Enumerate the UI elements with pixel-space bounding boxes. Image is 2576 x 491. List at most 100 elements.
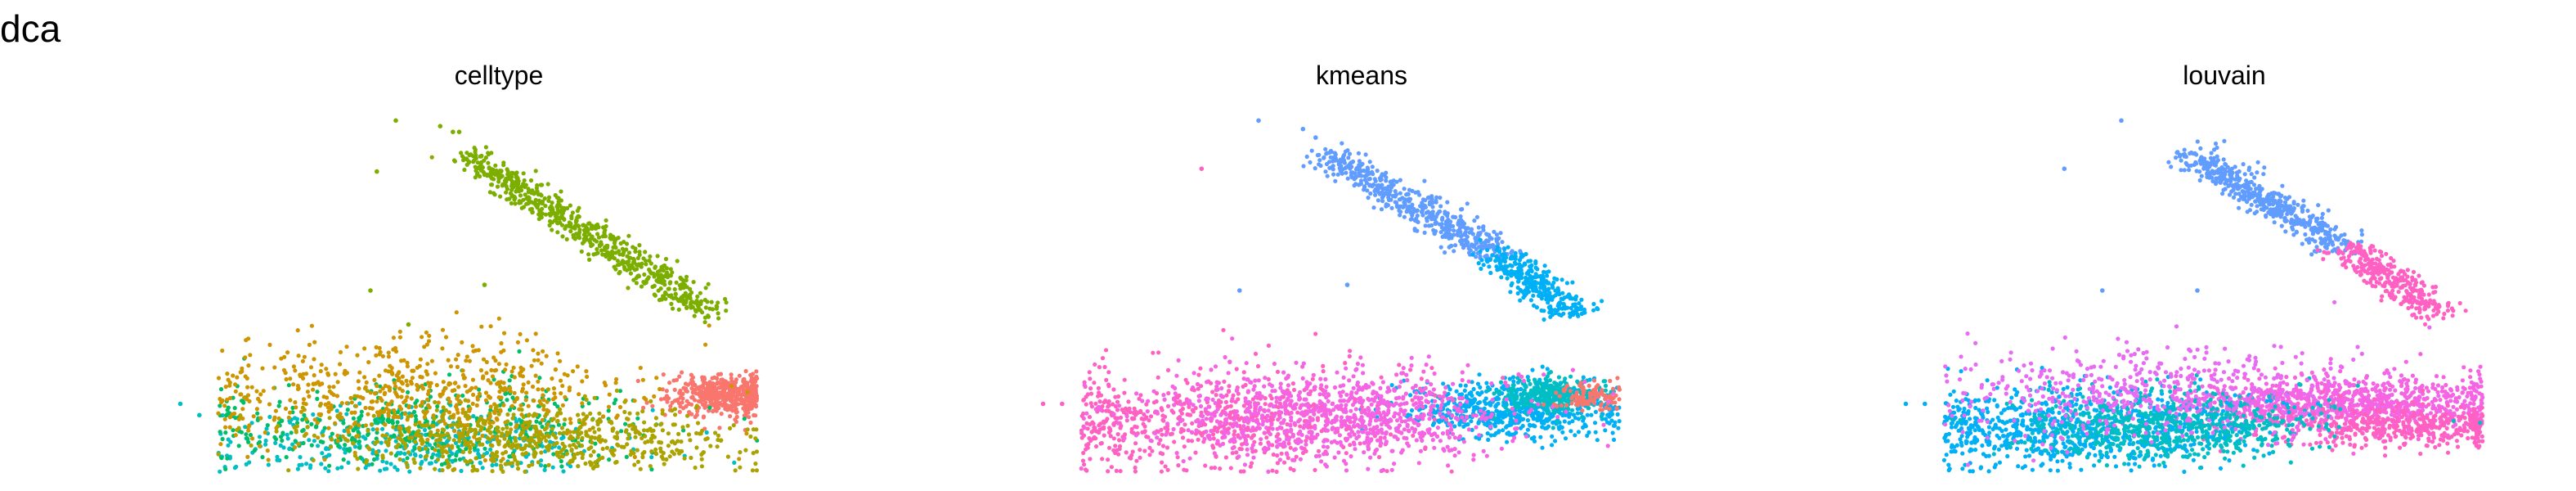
data-point xyxy=(412,460,417,466)
data-point xyxy=(1487,264,1492,269)
data-point xyxy=(734,400,738,405)
data-point xyxy=(524,338,529,343)
data-point xyxy=(1452,232,1456,237)
data-point xyxy=(637,243,642,248)
data-point xyxy=(660,387,665,392)
data-point xyxy=(532,358,536,363)
data-point xyxy=(1479,258,1484,263)
data-point xyxy=(661,274,666,279)
data-point xyxy=(509,427,514,432)
data-point xyxy=(635,273,640,279)
data-point xyxy=(481,357,487,362)
data-point xyxy=(1603,428,1608,433)
data-point xyxy=(307,394,312,399)
data-point xyxy=(1478,237,1483,242)
data-point xyxy=(418,357,423,362)
data-point xyxy=(599,438,604,443)
data-point xyxy=(1603,417,1608,421)
data-point xyxy=(642,420,647,425)
data-point xyxy=(496,362,501,367)
data-point xyxy=(518,403,523,408)
data-point xyxy=(384,433,388,439)
data-point xyxy=(749,383,754,388)
data-point xyxy=(716,406,721,411)
data-point xyxy=(664,389,669,394)
data-point xyxy=(496,440,501,445)
data-point xyxy=(1508,421,1514,426)
data-point xyxy=(440,454,445,459)
data-point xyxy=(1568,374,1573,379)
data-point xyxy=(380,455,385,461)
data-point xyxy=(539,193,544,198)
data-point xyxy=(493,358,498,363)
data-point xyxy=(1449,236,1454,241)
data-point xyxy=(476,348,481,353)
data-point xyxy=(613,236,619,241)
data-point xyxy=(631,259,636,264)
data-point xyxy=(245,393,251,398)
data-point xyxy=(441,405,446,410)
data-point xyxy=(642,281,647,286)
data-point xyxy=(530,462,535,467)
data-point xyxy=(543,464,548,469)
data-point xyxy=(1548,304,1553,309)
data-point xyxy=(653,422,658,428)
data-point xyxy=(509,200,514,206)
data-point xyxy=(1574,305,1580,310)
data-point xyxy=(1407,204,1411,209)
data-point xyxy=(751,427,756,432)
data-point xyxy=(1380,199,1385,204)
data-point xyxy=(615,430,620,435)
data-point xyxy=(441,380,446,385)
data-point xyxy=(406,390,411,394)
data-point xyxy=(404,461,409,466)
data-point xyxy=(464,432,470,438)
data-point xyxy=(1593,430,1598,435)
data-point xyxy=(1353,174,1358,179)
data-point xyxy=(1487,401,1492,406)
data-point xyxy=(321,439,325,445)
data-point xyxy=(382,422,388,427)
data-point xyxy=(568,203,572,208)
data-point xyxy=(1521,403,1526,408)
data-point xyxy=(366,412,370,417)
data-point xyxy=(1434,195,1439,200)
data-point xyxy=(728,426,733,431)
data-point xyxy=(1452,214,1456,219)
data-point xyxy=(374,353,379,358)
data-point xyxy=(662,279,666,284)
data-point xyxy=(539,361,544,366)
data-point xyxy=(1545,374,1550,379)
data-point xyxy=(218,442,223,447)
data-point xyxy=(672,412,678,417)
data-point xyxy=(656,288,661,293)
data-point xyxy=(1579,297,1584,302)
data-point xyxy=(722,385,728,390)
data-point xyxy=(519,187,524,193)
data-point xyxy=(378,396,383,401)
data-point xyxy=(1527,402,1532,407)
data-point xyxy=(505,426,509,430)
data-point xyxy=(702,405,707,410)
data-point xyxy=(503,443,508,448)
data-point xyxy=(652,283,657,288)
data-point xyxy=(1517,378,1522,383)
data-point xyxy=(1309,148,1314,153)
data-point xyxy=(526,380,531,385)
data-point xyxy=(645,428,650,433)
data-point xyxy=(1452,228,1456,233)
data-point xyxy=(702,375,707,381)
data-point xyxy=(448,364,453,369)
data-point xyxy=(512,454,517,460)
data-point xyxy=(477,436,482,442)
data-point xyxy=(467,358,472,363)
data-point xyxy=(659,454,664,459)
data-point xyxy=(751,451,756,456)
data-point xyxy=(1482,406,1487,411)
data-point xyxy=(454,453,459,458)
data-point xyxy=(1526,290,1532,295)
data-point xyxy=(370,451,375,456)
data-point xyxy=(617,389,623,394)
data-point xyxy=(1609,418,1614,423)
data-point xyxy=(1458,383,1463,388)
